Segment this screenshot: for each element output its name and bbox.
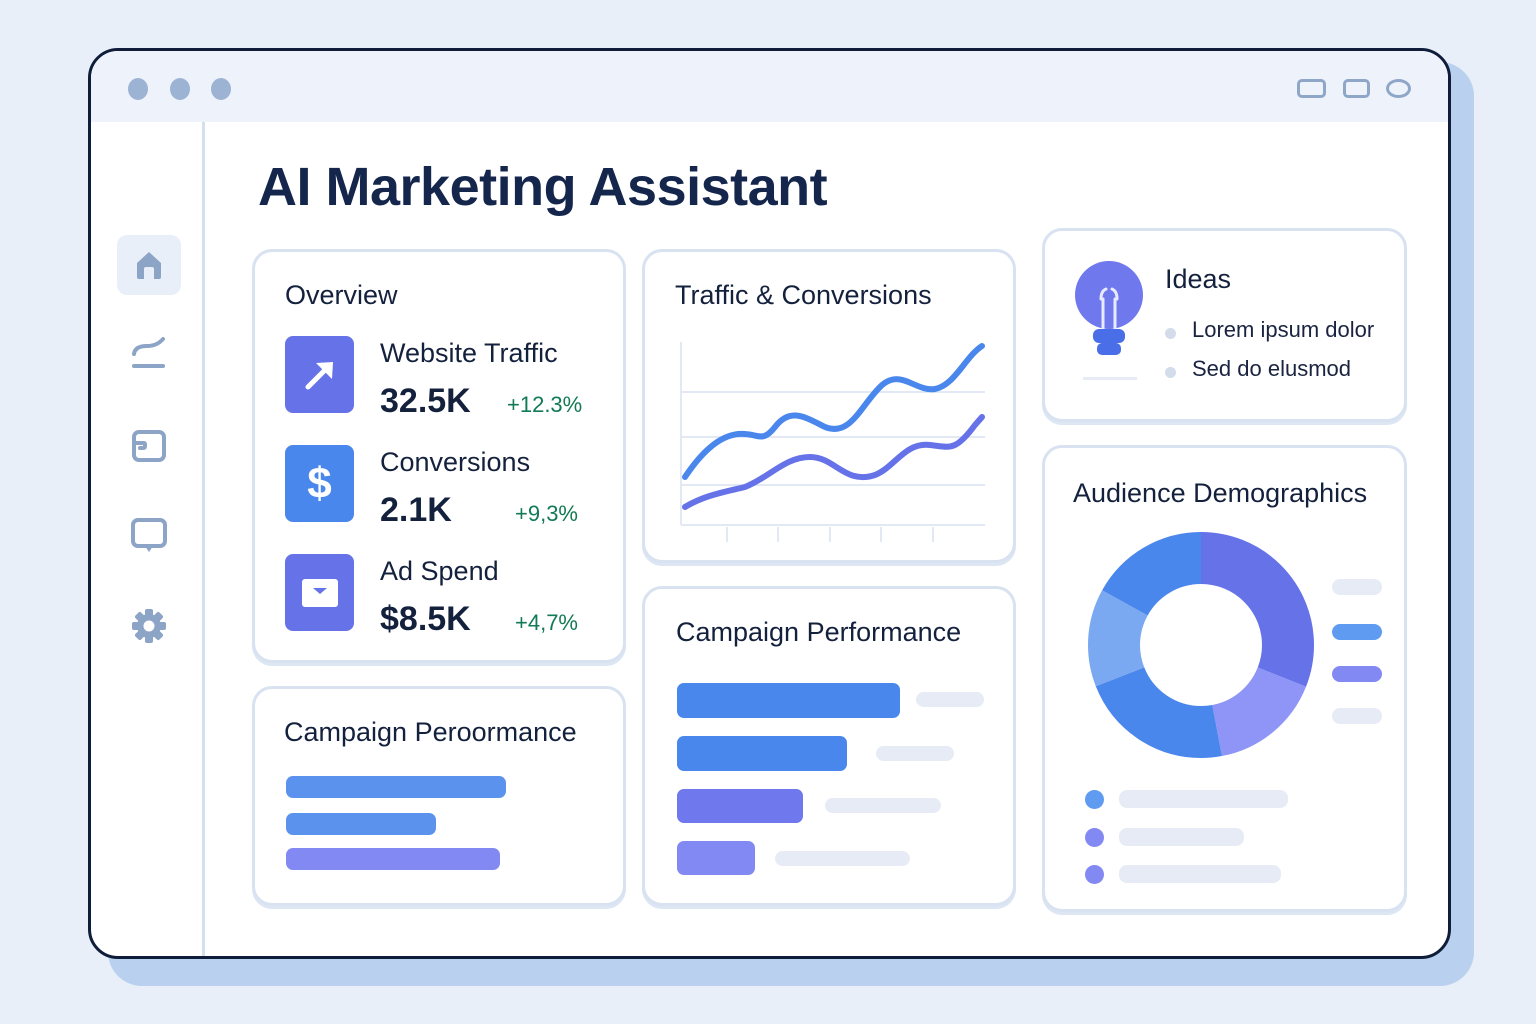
metric-value: 32.5K xyxy=(380,382,471,420)
card-title: Overview xyxy=(285,280,398,310)
metric-icon-box xyxy=(285,554,354,631)
campaign-bar[interactable] xyxy=(677,841,755,875)
metric-value: 2.1K xyxy=(380,491,452,529)
sidebar-item-settings[interactable] xyxy=(117,596,181,656)
card-title: Ideas xyxy=(1165,264,1232,294)
legend-label-placeholder xyxy=(1119,865,1281,883)
campaign-label-placeholder xyxy=(775,851,910,866)
campaign-label-placeholder xyxy=(876,746,954,761)
legend-swatch xyxy=(1332,666,1382,682)
bullet-icon xyxy=(1165,367,1176,378)
window-dot[interactable] xyxy=(128,78,148,100)
campaign-label-placeholder xyxy=(825,798,941,813)
idea-item[interactable]: Sed do elusmod xyxy=(1192,356,1351,381)
traffic-conversions-card: Traffic & Conversions xyxy=(642,249,1016,563)
window-dot[interactable] xyxy=(211,78,231,100)
sidebar-item-home[interactable] xyxy=(117,235,181,295)
close-button[interactable] xyxy=(1386,79,1411,98)
campaign-bar[interactable] xyxy=(677,789,803,823)
window-dot[interactable] xyxy=(170,78,190,100)
dollar-icon: $ xyxy=(307,458,332,508)
legend-placeholder xyxy=(1332,708,1382,724)
campaign-performance-card: Campaign Performance xyxy=(642,586,1016,906)
lightbulb-icon xyxy=(1075,261,1143,380)
gear-icon xyxy=(132,609,166,643)
legend-dot xyxy=(1085,865,1104,884)
campaign-bar[interactable] xyxy=(286,813,436,835)
ideas-card: Ideas Lorem ipsum dolor Sed do elusmod xyxy=(1042,228,1407,422)
metric-value: $8.5K xyxy=(380,600,471,638)
legend-placeholder xyxy=(1332,579,1382,595)
app-window: AI Marketing Assistant Overview Website … xyxy=(88,48,1451,959)
idea-item[interactable]: Lorem ipsum dolor xyxy=(1192,317,1375,342)
legend-dot xyxy=(1085,828,1104,847)
card-title: Campaign Peroormance xyxy=(284,717,577,747)
maximize-button[interactable] xyxy=(1343,79,1370,98)
panel-icon xyxy=(132,430,166,462)
legend-dot xyxy=(1085,790,1104,809)
envelope-icon xyxy=(301,578,338,607)
campaign-bar[interactable] xyxy=(286,776,506,798)
legend-label-placeholder xyxy=(1119,828,1244,846)
legend-swatch xyxy=(1332,624,1382,640)
trend-line-icon xyxy=(132,337,165,368)
metric-label: Conversions xyxy=(380,447,531,477)
campaign-label-placeholder xyxy=(916,692,984,707)
metric-icon-box: $ xyxy=(285,445,354,522)
metric-delta: +4,7% xyxy=(515,610,578,635)
page-title: AI Marketing Assistant xyxy=(258,157,828,217)
sidebar-item-campaigns[interactable] xyxy=(117,416,181,476)
sidebar xyxy=(91,122,205,956)
metric-delta: +12.3% xyxy=(507,392,583,417)
sidebar-item-messages[interactable] xyxy=(117,506,181,566)
campaign-bar[interactable] xyxy=(286,848,500,870)
legend-label-placeholder xyxy=(1119,790,1288,808)
campaign-summary-card: Campaign Peroormance xyxy=(252,686,626,906)
campaign-bar[interactable] xyxy=(677,736,847,771)
metric-delta: +9,3% xyxy=(515,501,578,526)
sidebar-item-analytics[interactable] xyxy=(117,324,181,384)
metric-label: Ad Spend xyxy=(380,556,499,586)
card-title: Traffic & Conversions xyxy=(675,280,932,310)
campaign-bar[interactable] xyxy=(677,683,900,718)
card-title: Campaign Performance xyxy=(676,617,962,647)
metric-icon-box xyxy=(285,336,354,413)
minimize-button[interactable] xyxy=(1297,79,1326,98)
arrow-up-right-icon xyxy=(305,361,333,389)
chat-bubble-icon xyxy=(131,518,167,552)
home-icon xyxy=(137,252,161,279)
overview-card: Overview Website Traffic 32.5K +12.3% $ … xyxy=(252,249,626,663)
line-chart[interactable] xyxy=(675,337,991,547)
card-title: Audience Demographics xyxy=(1073,478,1368,508)
metric-label: Website Traffic xyxy=(380,338,558,368)
title-bar xyxy=(91,51,1448,122)
audience-demographics-card: Audience Demographics xyxy=(1042,445,1407,912)
donut-chart[interactable] xyxy=(1086,530,1316,760)
bullet-icon xyxy=(1165,328,1176,339)
